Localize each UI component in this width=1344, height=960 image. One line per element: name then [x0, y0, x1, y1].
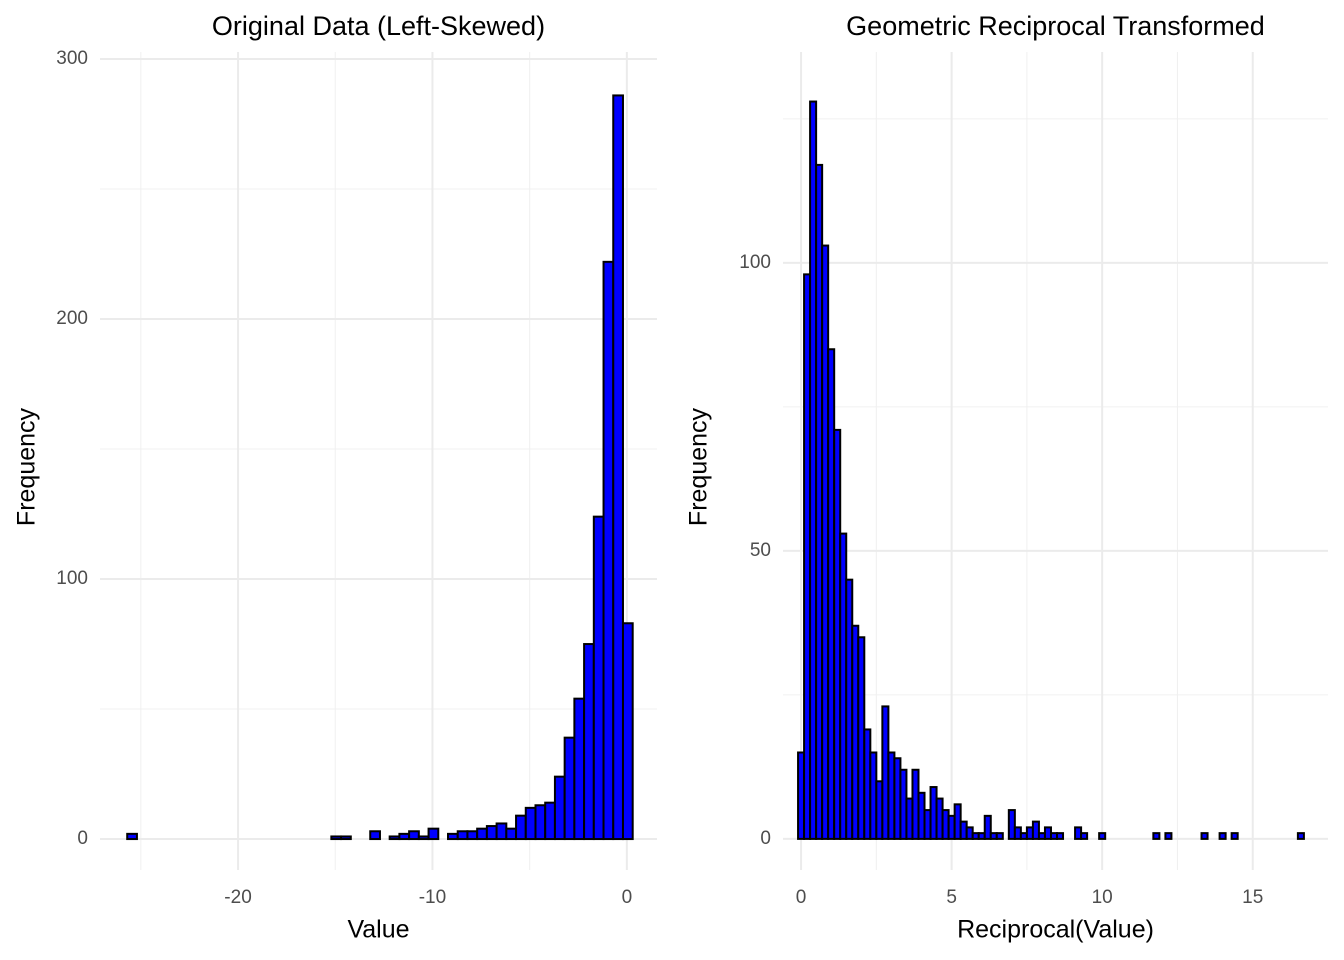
x-tick-label: 0: [796, 887, 807, 908]
bar: [485, 825, 498, 841]
bar: [524, 806, 537, 841]
bar: [1056, 832, 1065, 840]
y-tick-label: 200: [56, 308, 88, 329]
y-tick-label: 0: [77, 828, 88, 849]
y-axis-title: Frequency: [685, 407, 713, 526]
bar: [1007, 809, 1016, 840]
y-tick-label: 50: [750, 540, 771, 561]
bar: [417, 835, 430, 841]
bar: [544, 801, 556, 841]
bar: [1296, 832, 1305, 840]
bar: [1200, 832, 1209, 840]
bar: [592, 515, 605, 841]
bar: [330, 835, 343, 841]
chart-title: Original Data (Left-Skewed): [212, 11, 545, 41]
bar: [602, 260, 615, 841]
x-tick-label: -10: [419, 887, 446, 908]
bar: [388, 835, 401, 841]
y-tick-label: 100: [739, 252, 771, 273]
y-axis-title: Frequency: [13, 407, 41, 526]
bar: [466, 830, 479, 841]
bar: [583, 643, 595, 841]
bar: [573, 697, 586, 841]
bar: [340, 835, 352, 841]
bar: [476, 827, 488, 841]
bar: [563, 736, 576, 841]
chart-title: Geometric Reciprocal Transformed: [846, 11, 1265, 41]
x-axis-title: Reciprocal(Value): [957, 916, 1154, 944]
bar: [983, 814, 992, 840]
bar: [369, 830, 381, 841]
bar: [427, 827, 440, 841]
bar: [398, 832, 411, 841]
bar: [456, 830, 469, 841]
bar: [534, 804, 547, 841]
bar: [1164, 832, 1173, 840]
bar: [1080, 832, 1089, 840]
y-tick-label: 300: [56, 48, 88, 69]
x-tick-label: 10: [1092, 887, 1113, 908]
bar: [515, 814, 527, 841]
bar: [1218, 832, 1227, 840]
bar: [995, 832, 1004, 840]
x-tick-label: 15: [1242, 887, 1263, 908]
bar: [495, 822, 508, 841]
bar: [553, 775, 566, 841]
bar: [1098, 832, 1107, 840]
y-tick-label: 0: [760, 828, 771, 849]
bar: [408, 830, 420, 841]
bar: [612, 94, 624, 841]
bar: [1031, 820, 1040, 840]
x-tick-label: -20: [224, 887, 251, 908]
x-axis-title: Value: [347, 916, 409, 944]
x-tick-label: 0: [622, 887, 633, 908]
bar: [447, 832, 459, 841]
bar: [1152, 832, 1161, 840]
x-tick-label: 5: [946, 887, 957, 908]
y-tick-label: 100: [56, 568, 88, 589]
bar: [1230, 832, 1239, 840]
bar: [505, 827, 518, 841]
bar: [126, 832, 138, 841]
bar: [621, 622, 634, 841]
